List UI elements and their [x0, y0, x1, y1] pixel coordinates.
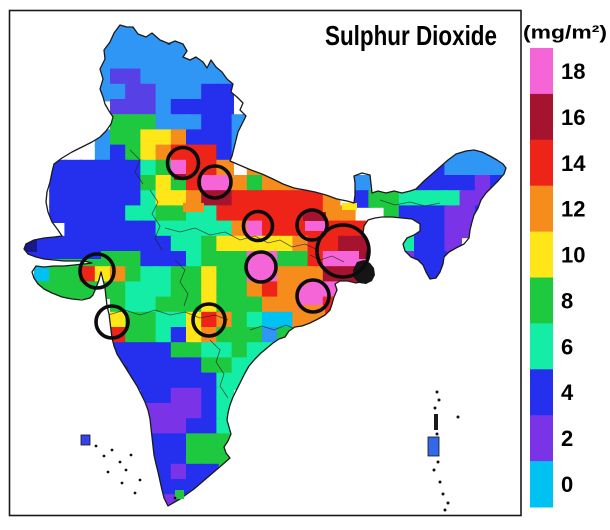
- svg-text:(mg/m²): (mg/m²): [523, 22, 607, 43]
- svg-text:18: 18: [561, 59, 585, 84]
- svg-text:8: 8: [561, 288, 573, 313]
- svg-text:2: 2: [561, 426, 573, 451]
- svg-text:6: 6: [561, 334, 573, 359]
- svg-text:4: 4: [561, 380, 574, 405]
- svg-text:0: 0: [561, 472, 573, 497]
- svg-text:10: 10: [561, 243, 585, 268]
- svg-text:Sulphur Dioxide: Sulphur Dioxide: [325, 20, 497, 51]
- svg-text:12: 12: [561, 197, 585, 222]
- svg-text:14: 14: [561, 151, 586, 176]
- svg-text:16: 16: [561, 105, 585, 130]
